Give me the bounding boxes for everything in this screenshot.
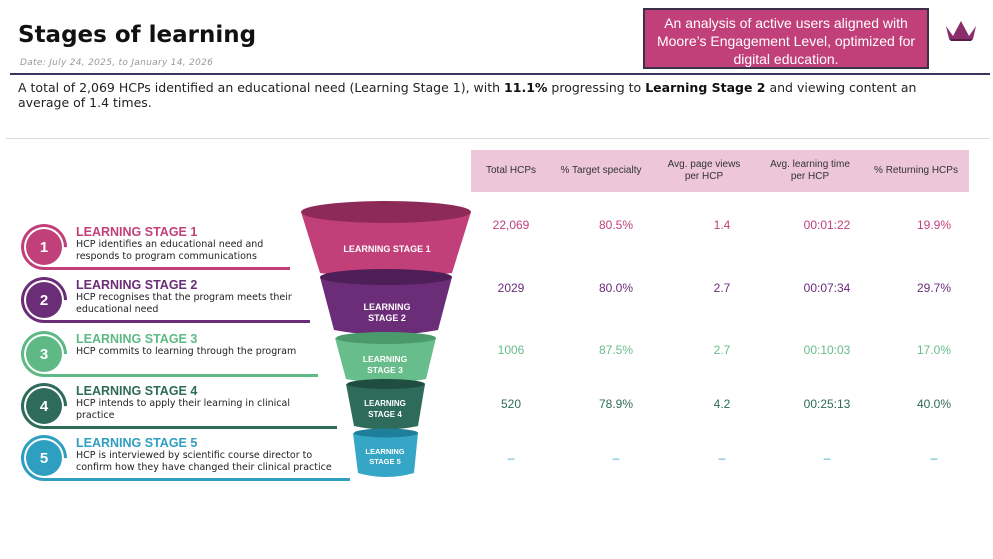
- col-header: Avg. page views per HCP: [667, 159, 741, 182]
- funnel-label-5b: STAGE 5: [369, 457, 401, 466]
- stage-description: HCP is interviewed by scientific course …: [76, 450, 313, 461]
- summary-part: A total of 2,069 HCPs identified an educ…: [18, 80, 505, 95]
- table-cell: 00:25:13: [803, 397, 851, 411]
- table-header: Total HCPs % Target specialty Avg. page …: [471, 150, 969, 192]
- funnel-label-4a: LEARNING: [364, 399, 406, 408]
- table-cell: 22,069: [492, 218, 530, 232]
- stage-number-badge: 1: [26, 229, 62, 265]
- table-cell: 80.5%: [598, 218, 634, 232]
- funnel-label-2a: LEARNING: [364, 302, 411, 312]
- funnel-stage-2: [320, 277, 452, 335]
- stage-description: confirm how they have changed their clin…: [76, 462, 332, 473]
- funnel-stage-5: [353, 433, 418, 477]
- stage-description: HCP identifies an educational need and: [76, 239, 264, 250]
- funnel-label-1: LEARNING STAGE 1: [343, 244, 430, 254]
- stage-underline: [44, 267, 290, 270]
- table-cell: 00:10:03: [803, 343, 851, 357]
- funnel-label-4b: STAGE 4: [368, 410, 402, 419]
- stage-description: HCP commits to learning through the prog…: [76, 346, 297, 357]
- stage-description: HCP recognises that the program meets th…: [76, 292, 292, 303]
- stage-underline: [44, 374, 318, 377]
- header-rule: [10, 73, 990, 75]
- table-cell: 00:07:34: [803, 281, 851, 295]
- table-cell: 17.0%: [916, 343, 952, 357]
- table-cell: –: [823, 451, 831, 465]
- stage-title: LEARNING STAGE 2: [76, 278, 198, 292]
- summary-text: A total of 2,069 HCPs identified an educ…: [18, 80, 953, 110]
- stage-underline: [44, 426, 337, 429]
- divider: [6, 138, 989, 139]
- summary-part: and viewing content an average of 1.4 ti…: [18, 80, 917, 110]
- table-cell: 1006: [497, 343, 525, 357]
- funnel-stage-3: [335, 338, 436, 383]
- funnel-stage-5-top: [354, 428, 418, 438]
- col-header: Avg. learning time per HCP: [770, 159, 850, 182]
- stage-number-badge: 5: [26, 440, 62, 476]
- summary-pct: 11.1%: [504, 80, 548, 95]
- funnel-stage-3-top: [336, 332, 436, 344]
- table-cell: 40.0%: [916, 397, 952, 411]
- table-cell: 4.2: [713, 397, 731, 411]
- table-cell: 2.7: [713, 281, 731, 295]
- stage-description: educational need: [76, 304, 159, 315]
- stage-number-badge: 2: [26, 282, 62, 318]
- table-cell: 1.4: [713, 218, 731, 232]
- funnel-label-5a: LEARNING: [365, 447, 404, 456]
- funnel-stage-2-top: [320, 269, 452, 285]
- table-cell: 29.7%: [916, 281, 952, 295]
- table-cell: –: [930, 451, 938, 465]
- funnel-label-3b: STAGE 3: [367, 365, 403, 375]
- stage-title: LEARNING STAGE 4: [76, 384, 198, 398]
- col-header: % Returning HCPs: [874, 165, 958, 176]
- table-cell: 00:01:22: [803, 218, 851, 232]
- table-cell: 2.7: [713, 343, 731, 357]
- table-cell: –: [718, 451, 726, 465]
- funnel-stage-4: [346, 384, 425, 430]
- table-cell: –: [507, 451, 515, 465]
- funnel-label-2b: STAGE 2: [368, 313, 406, 323]
- col-header: Total HCPs: [485, 165, 536, 176]
- funnel-label-3a: LEARNING: [363, 354, 408, 364]
- callout-box: An analysis of active users aligned with…: [643, 8, 929, 69]
- stage-description: HCP intends to apply their learning in c…: [76, 398, 290, 409]
- table-cell: –: [612, 451, 620, 465]
- stage-underline: [44, 320, 310, 323]
- summary-part: progressing to: [547, 80, 646, 95]
- funnel-stage-1: [301, 212, 471, 278]
- page-title: Stages of learning: [18, 22, 257, 48]
- table-cell: 87.5%: [598, 343, 634, 357]
- table-cell: 19.9%: [916, 218, 952, 232]
- funnel-diagram: LEARNING STAGE 1 LEARNING STAGE 2 LEARNI…: [301, 201, 471, 477]
- stage-underline: [44, 478, 350, 481]
- stage-number-badge: 3: [26, 336, 62, 372]
- table-cell: 78.9%: [598, 397, 634, 411]
- stage-description: responds to program communications: [76, 251, 257, 262]
- table-cell: 2029: [497, 281, 525, 295]
- stage-number-badge: 4: [26, 388, 62, 424]
- stage-title: LEARNING STAGE 3: [76, 332, 198, 346]
- table-cell: 80.0%: [598, 281, 634, 295]
- stage-title: LEARNING STAGE 5: [76, 436, 198, 450]
- funnel-stage-1-top: [301, 201, 471, 223]
- funnel-stage-4-top: [347, 379, 425, 389]
- date-range: Date: July 24, 2025, to January 14, 2026: [20, 58, 214, 68]
- stage-description: practice: [76, 410, 115, 421]
- crown-icon: [946, 21, 976, 41]
- stage-title: LEARNING STAGE 1: [76, 225, 198, 239]
- summary-stage: Learning Stage 2: [645, 80, 766, 95]
- col-header: % Target specialty: [560, 165, 642, 176]
- table-cell: 520: [500, 397, 522, 411]
